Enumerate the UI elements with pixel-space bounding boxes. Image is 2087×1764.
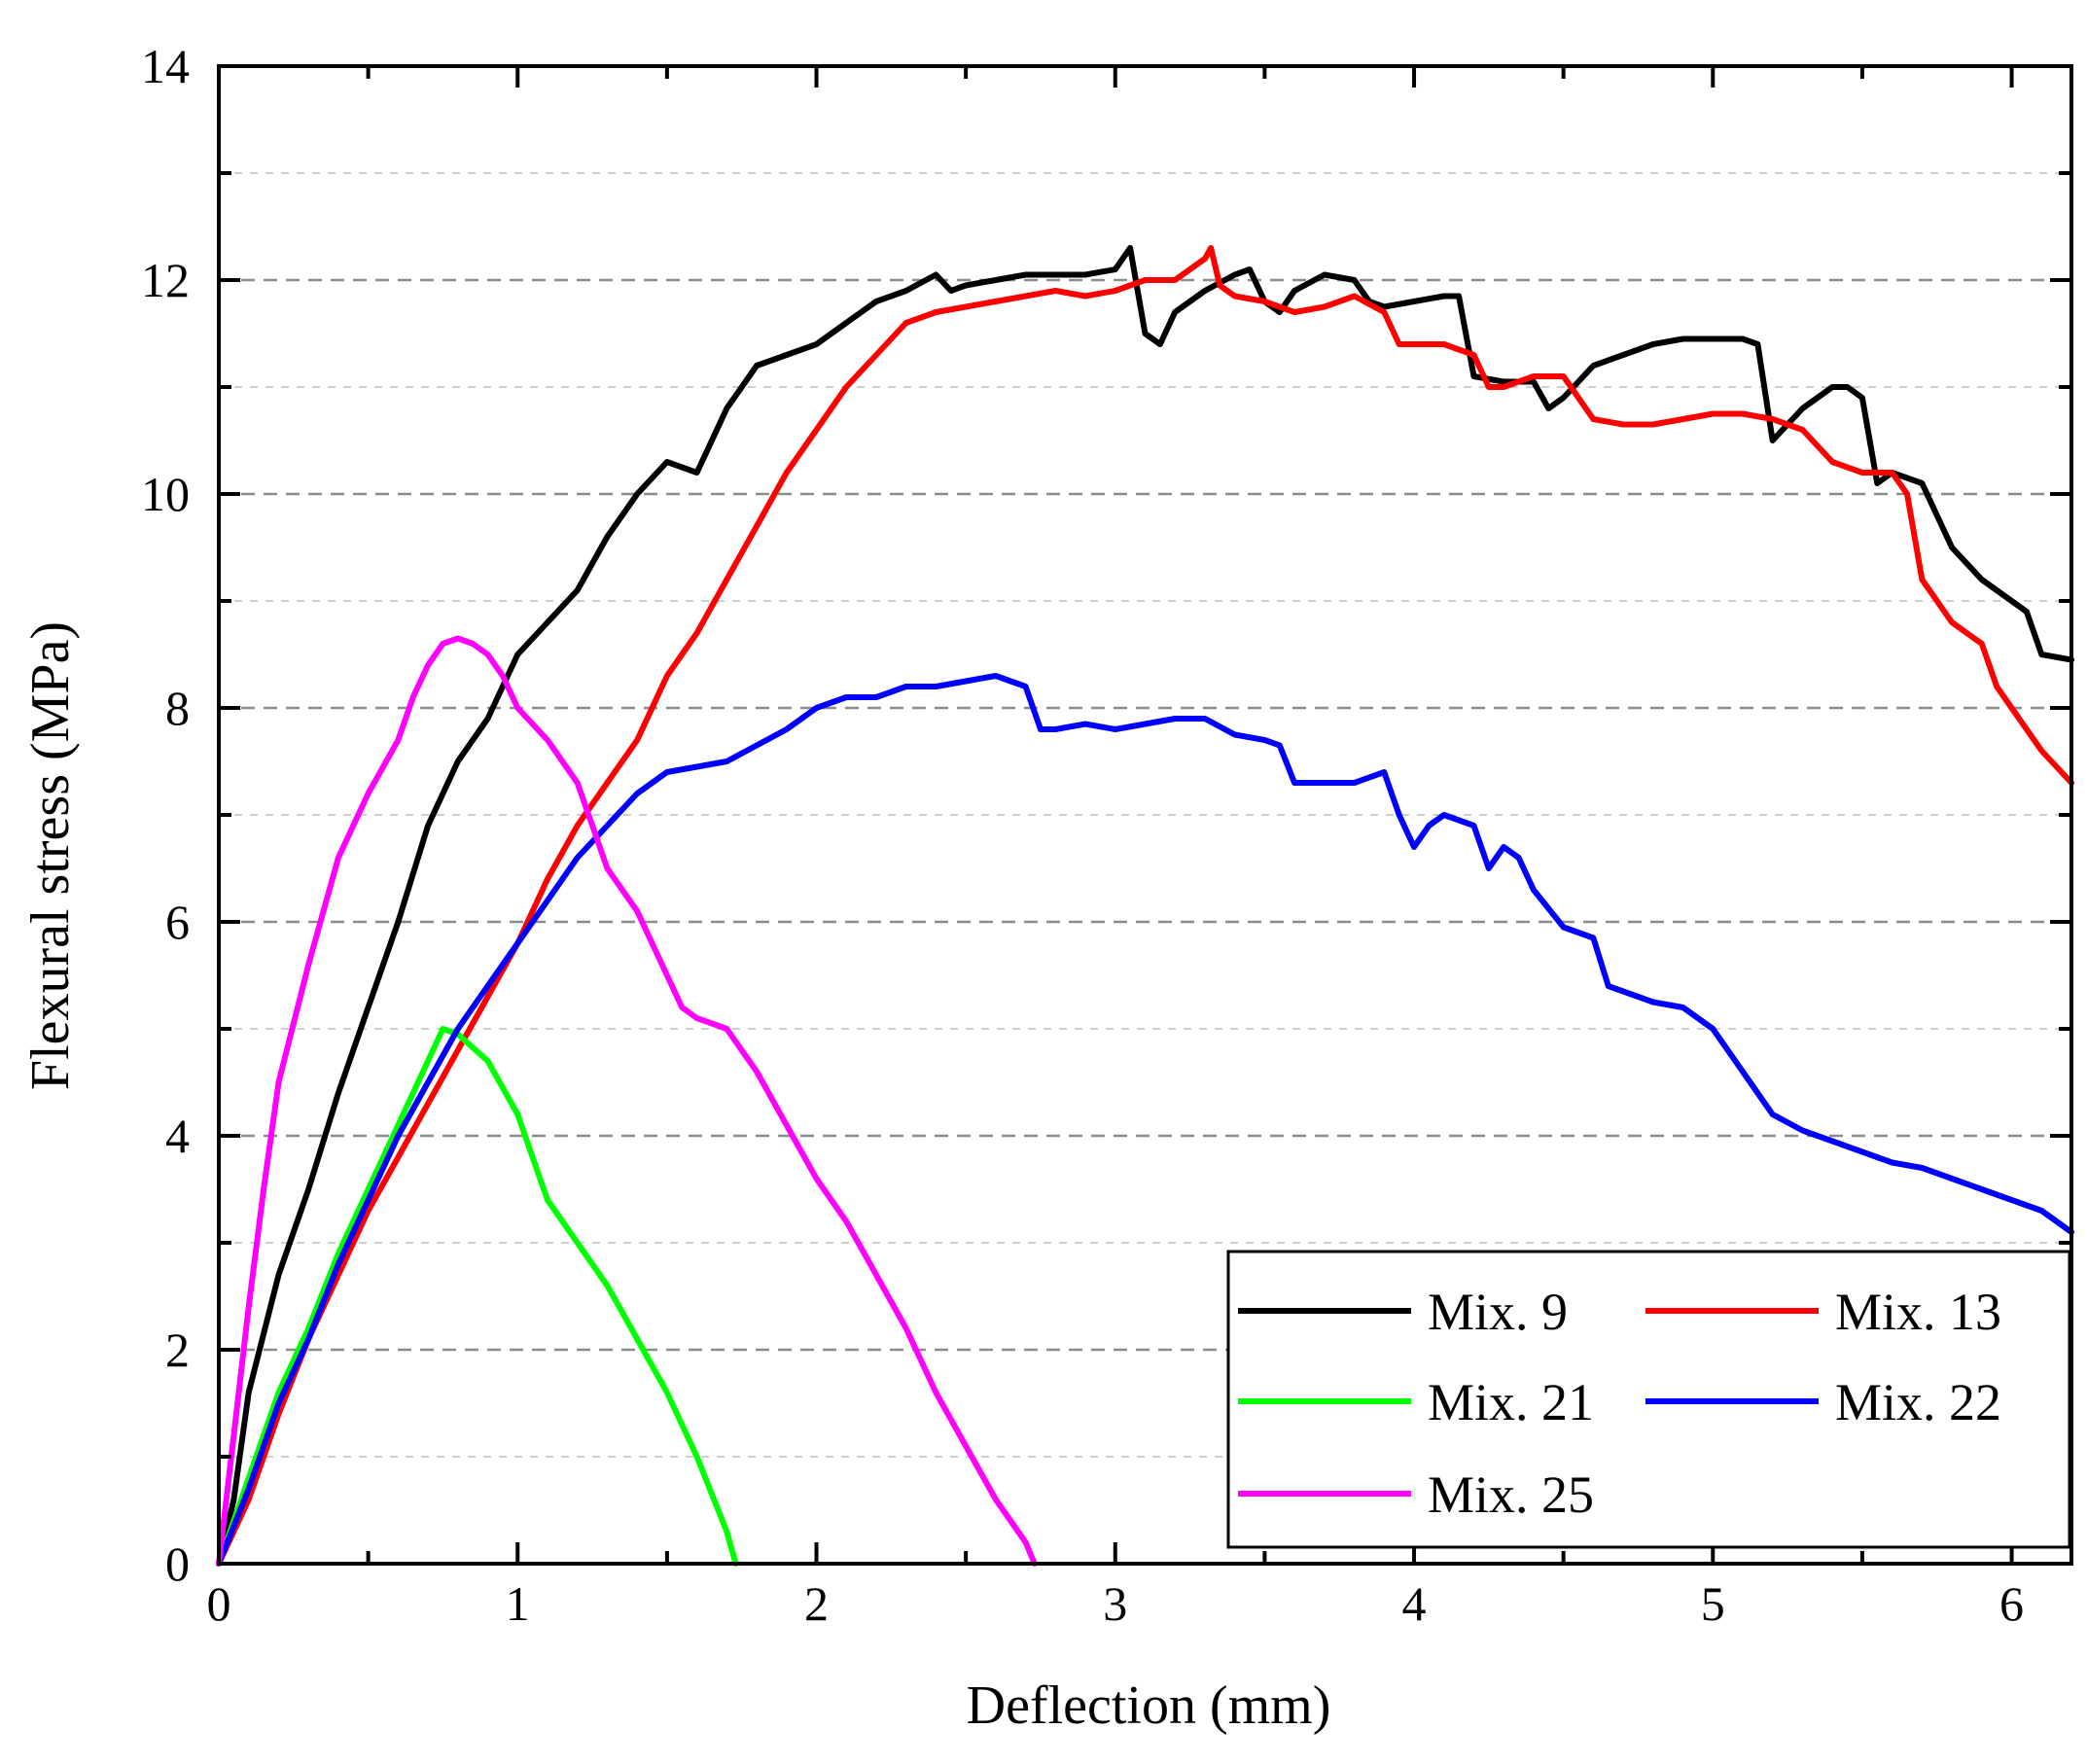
series-line-mix-22 [216,673,2074,1567]
y-tick-label: 12 [141,253,190,307]
x-tick-label: 2 [804,1576,829,1631]
series-line-mix-9 [216,245,2074,1567]
legend: Mix. 9 Mix. 13 Mix. 21 Mix. 22 Mix. 25 [1226,1250,2071,1549]
x-tick-label: 3 [1103,1576,1127,1631]
x-tick-label: 1 [506,1576,530,1631]
legend-label-mix-22: Mix. 22 [1835,1373,2001,1431]
y-tick-label: 4 [165,1109,190,1163]
x-tick-label: 0 [207,1576,231,1631]
legend-label-mix-13: Mix. 13 [1835,1283,2001,1341]
y-tick-label: 6 [165,895,190,949]
legend-label-mix-25: Mix. 25 [1428,1465,1594,1524]
y-tick-label: 0 [165,1536,190,1591]
series-line-mix-25 [216,635,1038,1567]
axis-ticks [217,64,2071,1566]
series-line-mix-21 [216,1026,739,1567]
y-tick-label: 8 [165,681,190,735]
x-tick-label: 5 [1701,1576,1725,1631]
x-tick-label: 6 [1999,1576,2024,1631]
x-axis-title: Deflection (mm) [967,1676,1331,1736]
y-axis-title: Flexural stress (MPa) [20,621,81,1090]
y-tick-label: 2 [165,1323,190,1377]
series-group [216,245,2074,1567]
y-tick-label: 14 [141,39,190,93]
legend-label-mix-21: Mix. 21 [1428,1373,1594,1431]
y-tick-label: 10 [141,467,190,521]
series-line-mix-13 [216,245,2074,1567]
x-tick-label: 4 [1402,1576,1427,1631]
legend-label-mix-9: Mix. 9 [1428,1283,1568,1341]
